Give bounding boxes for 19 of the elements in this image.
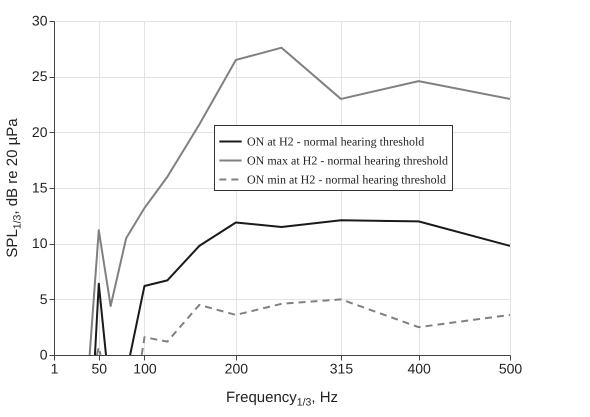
x-tick-label: 50 [91, 360, 108, 376]
x-tick-label: 315 [330, 360, 354, 376]
y-tick-label: 10 [32, 235, 48, 252]
x-tick-label: 400 [407, 360, 432, 376]
y-axis-title: SPL1/3, dB re 20 µPa [4, 118, 24, 258]
x-tick-label: 1 [50, 360, 59, 376]
y-tick-label: 25 [32, 68, 48, 84]
x-tick-label: 100 [133, 360, 157, 376]
y-tick-label: 5 [40, 290, 48, 307]
legend-label: ON min at H2 - normal hearing threshold [247, 172, 446, 186]
line-series [88, 46, 510, 355]
legend-label: ON at H2 - normal hearing threshold [247, 134, 424, 148]
x-tick-label: 500 [498, 360, 522, 376]
y-tick-label: 15 [32, 180, 48, 196]
y-tick-label: 30 [32, 12, 48, 28]
legend-label: ON max at H2 - normal hearing threshold [247, 154, 448, 168]
y-tick-label: 20 [32, 124, 48, 140]
y-tick-label: 0 [40, 346, 48, 362]
x-tick-label: 200 [224, 360, 248, 376]
